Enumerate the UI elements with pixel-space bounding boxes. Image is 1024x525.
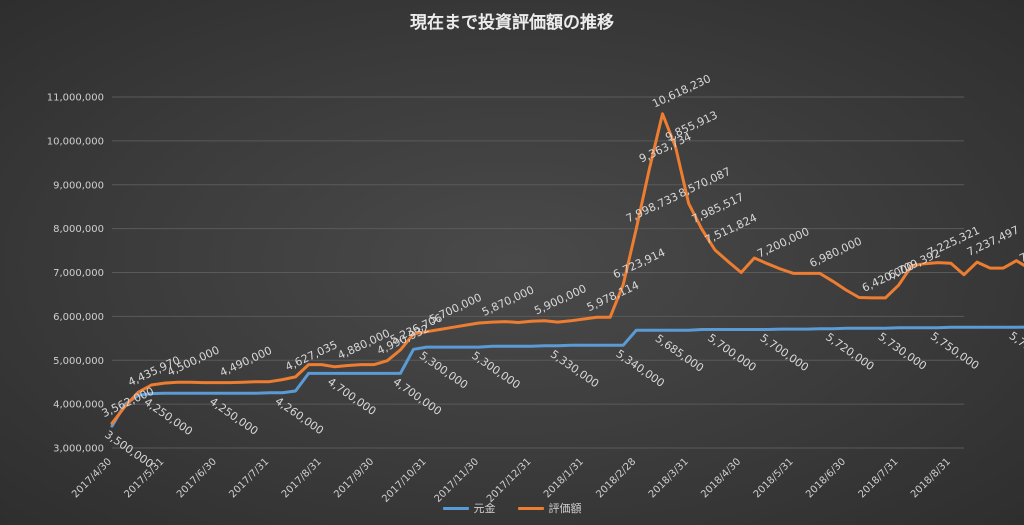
y-tick-label: 5,000,000	[53, 356, 104, 367]
legend: 元金 評価額	[0, 500, 1024, 516]
data-label: 5,720,000	[823, 330, 876, 373]
x-tick-label: 2017/7/31	[227, 456, 271, 500]
data-label: 5,300,000	[417, 349, 470, 392]
x-tick-label: 2018/1/31	[542, 456, 586, 500]
legend-item-valuation[interactable]: 評価額	[517, 500, 582, 516]
data-label: 5,700,000	[705, 331, 758, 374]
y-tick-label: 8,000,000	[53, 224, 104, 235]
x-tick-label: 2018/6/30	[804, 456, 848, 500]
series-line-0	[110, 325, 1024, 428]
series-lines	[110, 112, 1024, 428]
data-label: 6,723,914	[611, 246, 667, 281]
data-label: 6,980,000	[808, 235, 864, 270]
data-label: 4,260,000	[273, 395, 326, 438]
data-label: 4,250,000	[207, 395, 260, 438]
data-label: 5,870,000	[480, 283, 536, 318]
legend-label-principal: 元金	[473, 502, 496, 515]
y-tick-label: 7,000,000	[53, 268, 104, 279]
data-label: 4,700,000	[391, 375, 444, 418]
data-label: 7,998,733	[624, 190, 680, 225]
x-tick-label: 2018/7/31	[857, 456, 901, 500]
data-label: 5,750,000	[928, 330, 981, 373]
x-tick-label: 2017/6/30	[175, 456, 219, 500]
legend-label-valuation: 評価額	[548, 502, 582, 515]
x-tick-label: 2017/12/31	[485, 456, 534, 505]
x-tick-label: 2017/8/31	[280, 456, 324, 500]
y-tick-label: 11,000,000	[47, 93, 104, 104]
x-tick-label: 2018/4/30	[699, 456, 743, 500]
x-axis: 2017/4/30 2017/5/31 2017/6/30 2017/7/31 2017…	[70, 456, 953, 505]
grid-lines	[112, 96, 964, 449]
data-label: 4,250,000	[142, 395, 195, 438]
data-label: 7,200,000	[755, 225, 811, 260]
data-label: 5,900,000	[532, 282, 588, 317]
legend-swatch-principal	[442, 506, 469, 510]
chart-title: 現在まで投資評価額の推移	[410, 13, 614, 33]
data-label: 5,700,000	[758, 331, 811, 374]
y-tick-label: 9,000,000	[53, 180, 104, 191]
y-axis: 3,000,000 4,000,000 5,000,000 6,000,000 7,00…	[47, 93, 104, 455]
series-line-1	[110, 112, 1024, 425]
data-label: 10,618,230	[650, 72, 713, 110]
y-tick-label: 6,000,000	[53, 312, 104, 323]
data-label: 5,300,000	[469, 349, 522, 392]
legend-item-principal[interactable]: 元金	[442, 500, 496, 516]
x-tick-label: 2017/4/30	[70, 456, 114, 500]
data-label: 5,750,000	[1007, 329, 1024, 372]
data-label: 5,730,000	[876, 330, 929, 373]
data-label: 5,330,000	[548, 348, 601, 391]
legend-swatch-valuation	[517, 506, 544, 510]
x-tick-label: 2018/2/28	[594, 456, 638, 500]
data-label: 4,490,000	[218, 344, 274, 379]
y-tick-label: 3,000,000	[53, 444, 104, 455]
y-tick-label: 10,000,000	[47, 136, 104, 147]
y-tick-label: 4,000,000	[53, 400, 104, 411]
x-tick-label: 2018/8/31	[909, 456, 953, 500]
x-tick-label: 2018/3/31	[647, 456, 691, 500]
data-label: 5,700,000	[427, 291, 483, 326]
x-tick-label: 2017/11/30	[433, 456, 482, 505]
x-tick-label: 2017/9/30	[332, 456, 376, 500]
data-label: 5,685,000	[653, 332, 706, 375]
data-label: 4,627,035	[283, 338, 339, 373]
x-tick-label: 2018/5/31	[752, 456, 796, 500]
x-tick-label: 2017/10/31	[380, 456, 429, 505]
data-label: 4,700,000	[325, 375, 378, 418]
data-label: 5,340,000	[613, 347, 666, 390]
